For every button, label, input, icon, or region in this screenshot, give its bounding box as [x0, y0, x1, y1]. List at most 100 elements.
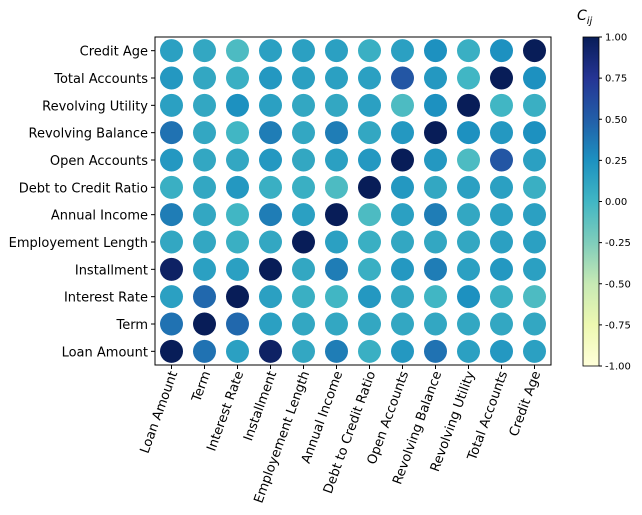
data-point [523, 39, 546, 63]
data-point [358, 285, 381, 309]
data-point [259, 39, 282, 63]
data-point [490, 203, 513, 227]
y-tick-label: Interest Rate [64, 291, 148, 306]
data-point [226, 39, 249, 63]
data-point [457, 93, 480, 117]
data-point [457, 339, 480, 363]
y-tick-label: Credit Age [80, 45, 148, 60]
y-tick-label: Installment [75, 263, 148, 278]
data-point [325, 39, 348, 63]
data-point [292, 257, 315, 281]
data-point [523, 66, 546, 90]
data-point [226, 148, 249, 172]
data-point [490, 66, 513, 90]
data-point [193, 203, 216, 227]
data-point [523, 121, 546, 145]
data-point [457, 66, 480, 90]
data-point [391, 285, 414, 309]
data-points [160, 39, 546, 363]
data-point [193, 257, 216, 281]
data-point [160, 39, 183, 63]
data-point [160, 93, 183, 117]
data-point [259, 203, 282, 227]
data-point [193, 230, 216, 254]
data-point [160, 175, 183, 199]
y-tick-label: Revolving Utility [42, 99, 148, 114]
data-point [325, 257, 348, 281]
colorbar-label-sub: ij [587, 16, 593, 27]
data-point [424, 121, 447, 145]
colorbar: 1.00 0.75 0.50 0.25 0.00 -0.25 -0.50 -0.75 -1.00… [577, 8, 631, 373]
data-point [193, 148, 216, 172]
data-point [424, 175, 447, 199]
data-point [424, 339, 447, 363]
data-point [391, 175, 414, 199]
data-point [193, 66, 216, 90]
data-point [259, 93, 282, 117]
data-point [424, 312, 447, 336]
y-tick-label: Debt to Credit Ratio [19, 181, 148, 196]
colorbar-tick-label: -0.75 [605, 320, 631, 331]
data-point [457, 148, 480, 172]
data-point [325, 312, 348, 336]
data-point [490, 121, 513, 145]
data-point [226, 285, 249, 309]
data-point [259, 257, 282, 281]
data-point [193, 339, 216, 363]
data-point [325, 175, 348, 199]
data-point [160, 285, 183, 309]
data-point [391, 257, 414, 281]
data-point [292, 175, 315, 199]
colorbar-tick-label: 0.25 [605, 156, 627, 167]
data-point [523, 148, 546, 172]
data-point [457, 257, 480, 281]
data-point [490, 339, 513, 363]
data-point [457, 175, 480, 199]
data-point [193, 121, 216, 145]
y-tick-label: Total Accounts [53, 72, 148, 87]
data-point [226, 203, 249, 227]
data-point [358, 66, 381, 90]
data-point [391, 148, 414, 172]
data-point [160, 148, 183, 172]
data-point [226, 175, 249, 199]
data-point [259, 175, 282, 199]
data-point [490, 257, 513, 281]
data-point [424, 93, 447, 117]
data-point [391, 339, 414, 363]
x-tick-label: Loan Amount [138, 369, 182, 455]
data-point [391, 39, 414, 63]
data-point [457, 203, 480, 227]
data-point [193, 93, 216, 117]
data-point [358, 93, 381, 117]
data-point [193, 312, 216, 336]
data-point [160, 257, 183, 281]
data-point [226, 312, 249, 336]
data-point [358, 203, 381, 227]
y-tick-label: Annual Income [51, 209, 148, 224]
data-point [358, 312, 381, 336]
data-point [160, 121, 183, 145]
data-point [391, 93, 414, 117]
colorbar-label: Cij [577, 8, 593, 27]
data-point [292, 230, 315, 254]
colorbar-tick-label: 0.50 [605, 115, 627, 126]
data-point [292, 339, 315, 363]
data-point [490, 39, 513, 63]
data-point [391, 230, 414, 254]
data-point [424, 148, 447, 172]
colorbar-label-main: C [577, 8, 587, 24]
data-point [523, 175, 546, 199]
data-point [424, 285, 447, 309]
data-point [292, 66, 315, 90]
data-point [160, 203, 183, 227]
data-point [193, 285, 216, 309]
data-point [325, 203, 348, 227]
data-point [226, 339, 249, 363]
data-point [325, 93, 348, 117]
data-point [490, 285, 513, 309]
x-tick-label: Credit Age [507, 369, 544, 438]
data-point [325, 148, 348, 172]
data-point [391, 203, 414, 227]
data-point [457, 285, 480, 309]
